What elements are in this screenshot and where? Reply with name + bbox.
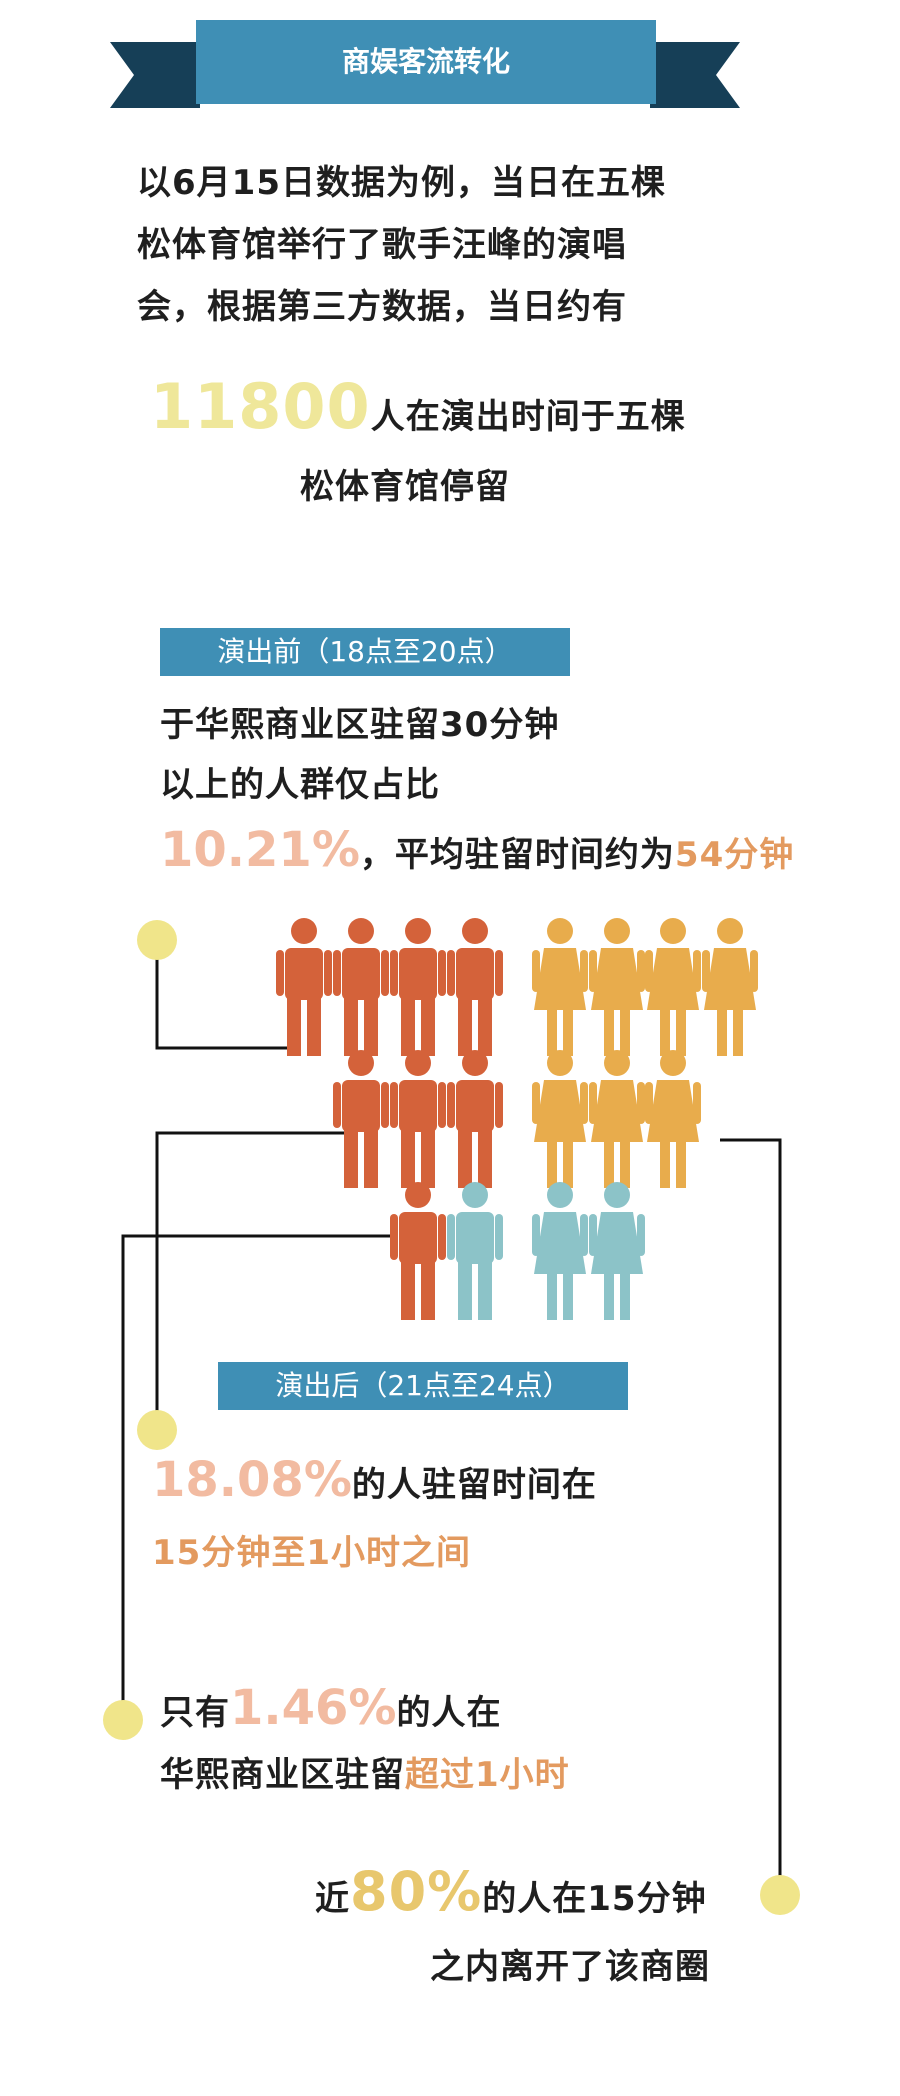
after-tag: 演出后（21点至24点） (218, 1362, 628, 1410)
after-stat-1: 18.08%的人驻留时间在 (152, 1452, 597, 1508)
woman-icon (645, 1050, 701, 1188)
man-icon (390, 1050, 446, 1188)
after-stat-3-text: 的人在15分钟 (482, 1879, 707, 1919)
intro-line-3: 会，根据第三方数据，当日约有 (137, 287, 627, 327)
intro-line-1: 以6月15日数据为例，当日在五棵 (137, 163, 666, 203)
headline-number: 11800 (150, 370, 371, 443)
after-stat-1-text: 的人驻留时间在 (351, 1465, 597, 1505)
man-icon (447, 1182, 503, 1320)
before-stat: 10.21%，平均驻留时间约为54分钟 (160, 822, 794, 878)
after-stat-3-percent: 80% (350, 1860, 483, 1923)
man-icon (333, 1050, 389, 1188)
after-stat-2-prefix: 只有 (160, 1693, 230, 1733)
before-line-2: 以上的人群仅占比 (160, 765, 440, 805)
before-percent: 10.21% (160, 822, 360, 878)
headline: 11800人在演出时间于五棵 (150, 370, 686, 443)
after-stat-1-range: 15分钟至1小时之间 (152, 1533, 471, 1573)
after-stat-2-text: 的人在 (396, 1693, 502, 1733)
section-title-banner: 商娱客流转化 (196, 20, 656, 104)
man-icon (390, 1182, 446, 1320)
after-stat-2-percent: 1.46% (230, 1680, 397, 1736)
ribbon-right-fold (650, 42, 740, 108)
headline-text-2: 松体育馆停留 (300, 467, 510, 507)
dot-stat-3 (760, 1875, 800, 1915)
dot-stat-1 (137, 1410, 177, 1450)
dot-stat-2 (103, 1700, 143, 1740)
man-icon (276, 918, 332, 1056)
after-stat-3: 近80%的人在15分钟 (315, 1860, 707, 1923)
after-tag-label: 演出后（21点至24点） (275, 1369, 571, 1402)
intro-line-2: 松体育馆举行了歌手汪峰的演唱 (137, 225, 627, 265)
woman-icon (702, 918, 758, 1056)
after-stat-2-line-2: 华熙商业区驻留超过1小时 (160, 1752, 570, 1798)
after-stat-3-line-2: 之内离开了该商圈 (430, 1947, 710, 1987)
woman-icon (532, 918, 588, 1056)
before-avg-text: ，平均驻留时间约为 (359, 835, 675, 875)
after-stat-2-emph: 超过1小时 (405, 1755, 570, 1795)
after-stat-2: 只有1.46%的人在 (160, 1680, 502, 1736)
man-icon (390, 918, 446, 1056)
man-icon (333, 918, 389, 1056)
before-avg-value: 54分钟 (674, 835, 795, 875)
section-title: 商娱客流转化 (341, 45, 510, 78)
headline-text: 人在演出时间于五棵 (370, 397, 686, 437)
before-tag: 演出前（18点至20点） (160, 628, 570, 676)
woman-icon (532, 1182, 588, 1320)
man-icon (447, 1050, 503, 1188)
woman-icon (645, 918, 701, 1056)
ribbon-left-fold (110, 42, 200, 108)
before-line-1: 于华熙商业区驻留30分钟 (160, 705, 560, 745)
woman-icon (589, 918, 645, 1056)
after-stat-3-prefix: 近 (315, 1879, 350, 1919)
woman-icon (589, 1050, 645, 1188)
man-icon (447, 918, 503, 1056)
woman-icon (589, 1182, 645, 1320)
before-tag-label: 演出前（18点至20点） (217, 635, 513, 668)
woman-icon (532, 1050, 588, 1188)
dot-before (137, 920, 177, 960)
after-stat-1-percent: 18.08% (152, 1452, 352, 1508)
after-stat-2-line2-text: 华熙商业区驻留 (160, 1755, 405, 1795)
